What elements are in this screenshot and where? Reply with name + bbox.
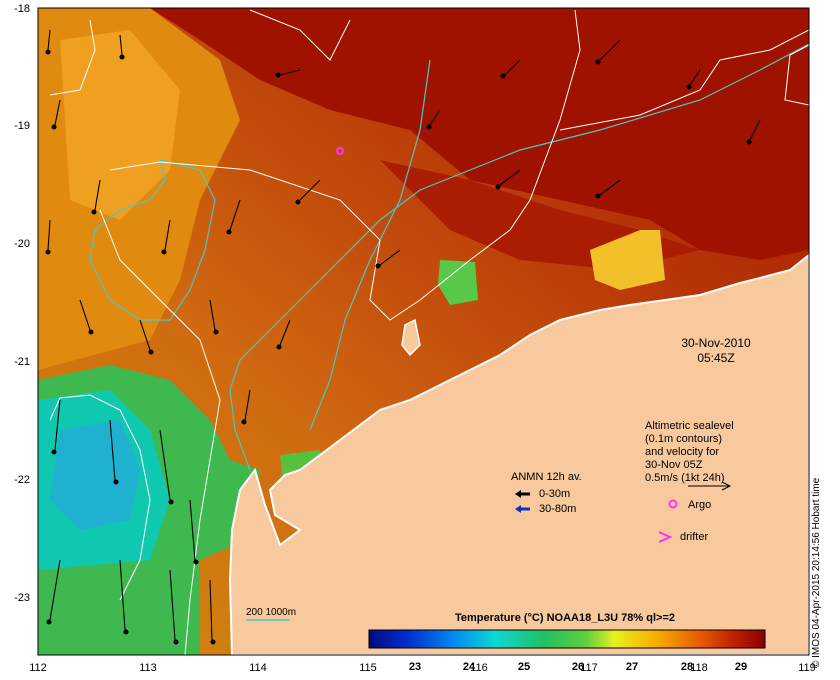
lon-tick-label: 118 xyxy=(690,662,708,674)
velocity-arrows xyxy=(45,29,761,645)
map-date: 30-Nov-2010 xyxy=(681,336,751,350)
lat-tick-label: -22 xyxy=(14,474,30,486)
anmn-legend-title: ANMN 12h av. xyxy=(511,471,582,483)
shelf-contour-1000m xyxy=(89,159,216,321)
legend-drifter-label: drifter xyxy=(680,531,708,543)
lon-tick-label: 116 xyxy=(470,662,488,674)
sealevel-contour-g xyxy=(99,209,221,655)
shelf-contour-outer xyxy=(309,59,431,431)
lat-tick-label: -18 xyxy=(14,3,30,15)
map-border xyxy=(37,7,810,656)
colorbar-tick-label: 27 xyxy=(626,661,638,673)
colorbar-tick-label: 24 xyxy=(463,661,476,673)
sealevel-note-line: (0.1m contours) xyxy=(645,433,722,445)
cool-orange-patch xyxy=(60,30,180,220)
shallow-arrowhead-icon xyxy=(515,490,521,498)
drifter-icon xyxy=(658,531,673,543)
colorbar-tick-label: 29 xyxy=(735,661,747,673)
lat-tick-label: -21 xyxy=(14,356,30,368)
velocity-scale-arrowhead xyxy=(721,481,732,491)
sealevel-contour-c xyxy=(109,9,581,321)
shelf-contour-200m xyxy=(229,43,809,471)
velocity-scale-label: 0.5m/s (1kt 24h) xyxy=(645,472,724,484)
sealevel-note-line: 30-Nov 05Z xyxy=(645,459,703,471)
teal-core xyxy=(50,420,140,530)
legend-deep-label: 30-80m xyxy=(539,503,576,515)
lat-tick-label: -19 xyxy=(14,120,30,132)
sealevel-note-line: Altimetric sealevel xyxy=(645,420,734,432)
lat-tick-label: -23 xyxy=(14,592,30,604)
longitude-axis: 112 113 114 115 116 117 118 119 xyxy=(29,662,816,674)
island xyxy=(401,318,421,357)
lat-tick-label: -20 xyxy=(14,238,30,250)
deep-arrowhead-icon xyxy=(515,505,521,513)
sealevel-contour-a xyxy=(249,9,351,61)
colorbar-tick-label: 23 xyxy=(409,661,421,673)
sealevel-contour-f xyxy=(49,394,151,601)
colorbar xyxy=(368,629,766,649)
depth-contour-label: 200 1000m xyxy=(246,607,296,618)
lon-tick-label: 112 xyxy=(29,662,47,674)
latitude-axis: -18 -19 -20 -21 -22 -23 xyxy=(14,3,30,604)
lon-tick-label: 114 xyxy=(249,662,267,674)
lon-tick-label: 119 xyxy=(798,662,816,674)
sealevel-note-line: and velocity for xyxy=(645,446,719,458)
argo-float-marker xyxy=(336,147,344,155)
lon-tick-label: 115 xyxy=(359,662,377,674)
colorbar-tick-label: 25 xyxy=(518,661,530,673)
credit-text: © IMOS 04-Apr-2015 20:14:56 Hobart time xyxy=(811,477,822,668)
sealevel-contour-d xyxy=(559,29,809,131)
lon-tick-label: 117 xyxy=(580,662,598,674)
colorbar-ticks: 23 24 25 26 27 28 29 xyxy=(409,661,747,673)
sealevel-contour-b xyxy=(49,19,96,96)
green-patch-offshore xyxy=(438,260,478,305)
legend-shallow-label: 0-30m xyxy=(539,488,570,500)
lon-tick-label: 113 xyxy=(139,662,157,674)
colorbar-title: Temperature (°C) NOAA18_L3U 78% ql>=2 xyxy=(455,612,675,624)
yellow-patch xyxy=(590,230,665,290)
legend-argo-label: Argo xyxy=(688,499,711,511)
map-time: 05:45Z xyxy=(697,351,734,365)
colorbar-tick-label: 26 xyxy=(572,661,584,673)
sealevel-note: Altimetric sealevel (0.1m contours) and … xyxy=(645,420,734,491)
land-mass xyxy=(228,253,809,655)
argo-icon xyxy=(668,499,678,509)
warm-offshore-region xyxy=(150,8,809,260)
anmn-legend: ANMN 12h av. 0-30m 30-80m Argo drifter xyxy=(511,471,711,543)
colorbar-tick-label: 28 xyxy=(681,661,693,673)
sealevel-contour-e xyxy=(784,44,809,106)
